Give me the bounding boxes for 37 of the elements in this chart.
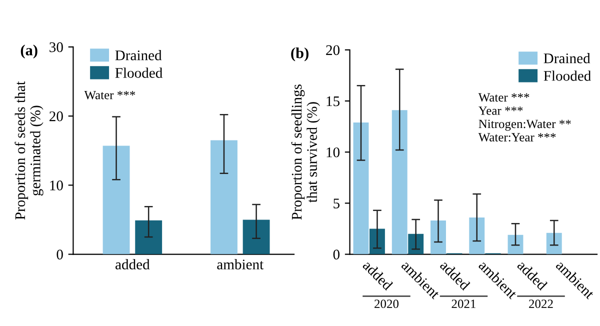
x-tick-label: ambient (217, 259, 264, 270)
chart-title: (b) (291, 47, 308, 62)
y-tick-label: 10 (50, 180, 63, 190)
annotation: Nitrogen:Water ** (478, 120, 571, 131)
annotation: Year *** (478, 106, 523, 115)
y-tick-label: 20 (50, 111, 63, 122)
y-tick-label: 5 (334, 198, 340, 208)
text: 2021 (452, 300, 476, 308)
legend-label: Flooded (544, 70, 591, 81)
bar (469, 217, 485, 254)
bar (135, 220, 162, 254)
bar (353, 122, 369, 254)
x-tick-label: added (116, 259, 150, 270)
annotation: Water *** (478, 93, 530, 102)
bar (210, 140, 238, 254)
y-tick-label: 30 (50, 42, 63, 52)
y-tick-label: 0 (56, 250, 63, 260)
y-axis-title: Proportion of seedlings that survived (%) (291, 84, 320, 220)
bar (546, 232, 562, 254)
y-tick-label: 20 (326, 45, 340, 56)
y-tick-label: 15 (326, 96, 340, 106)
bar (242, 220, 270, 254)
y-tick-label: 10 (326, 147, 340, 158)
annotation: Water *** (84, 90, 136, 100)
bar (430, 220, 446, 254)
y-tick-label: 0 (333, 250, 340, 260)
bar (392, 110, 408, 254)
legend-label: Flooded (115, 68, 162, 78)
bar (102, 146, 130, 254)
y-axis-title: Proportion of seeds that germinated (%) (14, 81, 44, 220)
text: 2020 (374, 300, 399, 308)
text: 2022 (529, 300, 553, 308)
bar (508, 234, 524, 254)
legend-label: Drained (544, 53, 590, 64)
annotation: Water:Year *** (478, 133, 556, 142)
legend-label: Drained (115, 50, 162, 60)
chart-title: (a) (20, 44, 38, 58)
